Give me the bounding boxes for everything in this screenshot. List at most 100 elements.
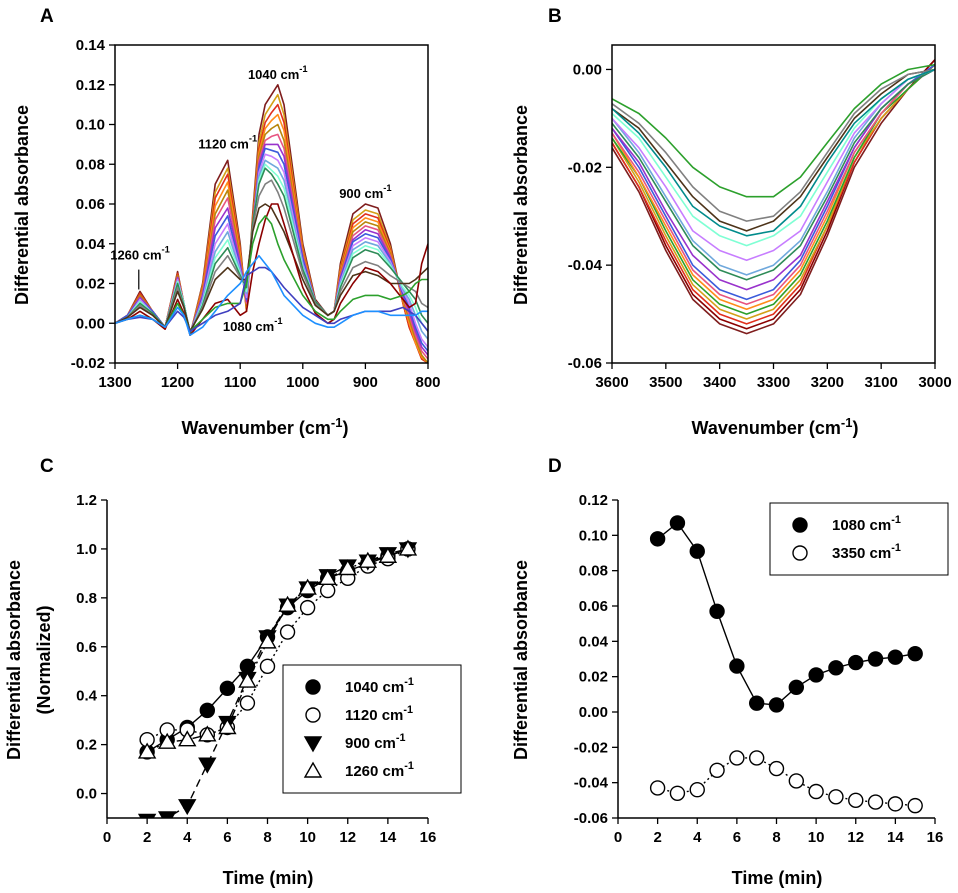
x-tick-label: 16: [420, 829, 437, 846]
x-tick-label: 2: [653, 829, 661, 846]
data-point: [299, 599, 316, 616]
x-tick-label: 6: [223, 829, 231, 846]
x-axis-label: Time (min): [223, 868, 314, 888]
data-point: [238, 671, 257, 688]
spectrum-line: [612, 68, 935, 281]
y-tick-label: 0.12: [579, 492, 608, 509]
x-tick-label: 3000: [918, 374, 951, 391]
x-tick-label: 0: [103, 829, 111, 846]
x-tick-label: 10: [808, 829, 825, 846]
peak-label: 1040 cm-1: [248, 64, 308, 82]
peak-label: 1260 cm-1: [110, 245, 170, 263]
data-point: [907, 797, 923, 814]
panel-c: C 0 2 4 6 8 10 12 14 16 0.0 0.2 0.4 0.6 0.8 1.0 1.2 Time …: [4, 456, 462, 888]
y-tick-label: 0.0: [76, 786, 97, 803]
y-axis-label: Differential absorbance: [511, 105, 531, 305]
data-point: [768, 697, 785, 713]
x-axis-label: Wavenumber (cm-1): [182, 415, 349, 438]
plot-area: [115, 84, 428, 363]
y-tick-label: 1.0: [76, 541, 97, 558]
x-tick-label: 3400: [703, 374, 736, 391]
data-point: [649, 780, 666, 796]
data-point: [748, 750, 765, 766]
data-point: [239, 695, 256, 711]
y-tick-label: 0.08: [579, 563, 608, 580]
peak-label: 1080 cm-1: [223, 316, 283, 334]
plot-area: [612, 59, 935, 335]
data-point: [887, 649, 904, 665]
x-axis-label: Wavenumber (cm-1): [692, 415, 859, 438]
y-tick-label: -0.04: [568, 257, 603, 274]
y-tick-label: -0.02: [71, 355, 105, 372]
panel-letter: D: [548, 456, 562, 477]
spectrum-line: [612, 59, 935, 335]
x-tick-label: 12: [339, 829, 356, 846]
y-tick-label: -0.06: [568, 355, 602, 372]
y-tick-label: 0.04: [579, 633, 609, 650]
x-tick-label: 3200: [811, 374, 844, 391]
data-point: [848, 792, 864, 809]
data-point: [669, 515, 686, 531]
data-point: [338, 559, 357, 576]
x-tick-label: 1300: [98, 374, 131, 391]
spectrum-line: [612, 63, 935, 198]
data-point: [867, 794, 884, 810]
data-point: [768, 760, 785, 777]
spectrum-line: [612, 64, 935, 320]
data-point: [218, 718, 237, 735]
panel-letter: A: [40, 6, 54, 27]
panel-letter: C: [40, 456, 54, 477]
y-tick-label: 0.08: [76, 156, 105, 173]
spectrum-line: [612, 68, 935, 237]
data-point: [828, 789, 844, 805]
legend-label: 1120 cm-1: [345, 704, 413, 724]
y-axis-label-2: (Normalized): [34, 605, 54, 714]
legend: 1040 cm-1 1120 cm-1 900 cm-1 1260 cm-1: [282, 664, 462, 794]
plot-frame: [611, 44, 936, 364]
data-point: [199, 702, 216, 719]
x-tick-label: 3600: [595, 374, 628, 391]
spectrum-line: [115, 203, 428, 337]
y-tick-label: 0.06: [579, 598, 608, 615]
data-point: [178, 730, 197, 747]
data-point: [239, 658, 256, 675]
legend-label: 1080 cm-1: [832, 514, 901, 534]
x-tick-label: 2: [143, 829, 151, 846]
spectrum-line: [612, 68, 935, 222]
legend-label: 1040 cm-1: [345, 676, 414, 696]
spectrum-line: [115, 179, 428, 333]
data-point: [689, 782, 705, 798]
spectrum-line: [115, 167, 428, 335]
legend-marker: [305, 707, 321, 723]
y-tick-label: 0.12: [76, 77, 105, 94]
spectrum-line: [115, 215, 428, 333]
data-point: [378, 546, 398, 563]
y-tick-label: 0.14: [76, 37, 106, 54]
y-tick-label: 0.04: [76, 236, 106, 253]
x-tick-label: 900: [353, 374, 378, 391]
peak-label: 1120 cm-1: [198, 133, 257, 151]
data-point: [788, 679, 805, 695]
y-tick-label: -0.04: [574, 775, 609, 792]
y-tick-label: -0.02: [574, 739, 608, 756]
panel-a: A 1260 cm-1 1120 cm-1 1040 cm-1 900 cm-1 1080…: [12, 6, 441, 438]
y-tick-label: 0.06: [76, 196, 105, 213]
data-point: [729, 750, 745, 766]
data-point: [709, 603, 725, 619]
legend-marker: [792, 517, 808, 533]
data-point: [828, 660, 844, 676]
legend: 1080 cm-1 3350 cm-1: [769, 502, 949, 576]
x-tick-label: 3100: [864, 374, 897, 391]
y-tick-label: 0.10: [76, 117, 105, 134]
data-point: [157, 811, 177, 818]
legend-label: 900 cm-1: [345, 732, 405, 752]
y-tick-label: -0.06: [574, 810, 608, 827]
x-tick-label: 3300: [757, 374, 790, 391]
x-tick-label: 1000: [286, 374, 319, 391]
data-point: [198, 757, 217, 774]
x-tick-label: 8: [263, 829, 271, 846]
legend-marker: [303, 736, 323, 753]
data-point: [278, 595, 297, 612]
data-point: [867, 651, 884, 667]
